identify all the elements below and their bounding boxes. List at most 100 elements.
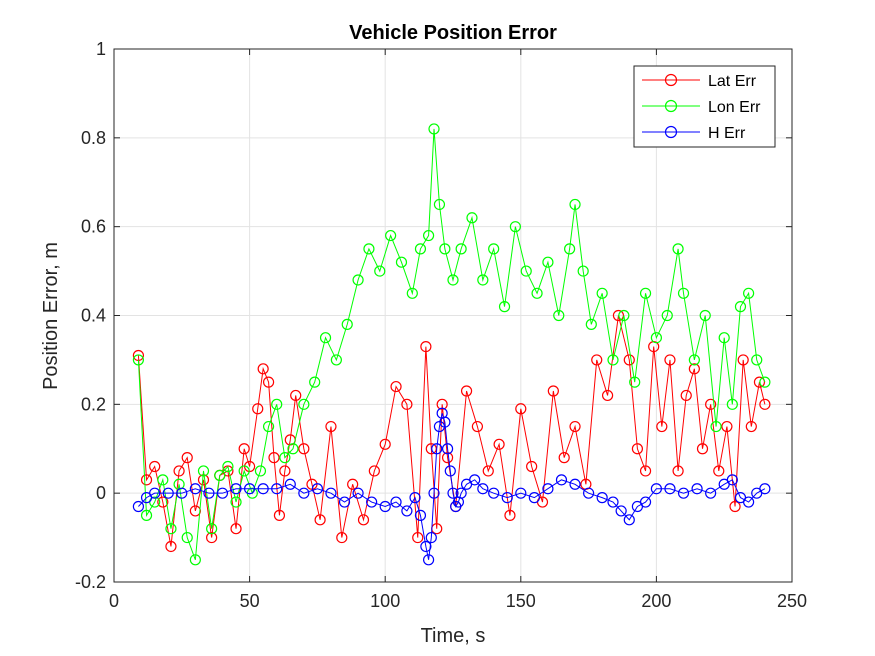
data-point — [244, 483, 256, 495]
data-point — [672, 465, 684, 477]
data-point — [203, 487, 215, 499]
data-point — [319, 332, 332, 344]
data-point — [656, 420, 668, 433]
data-point — [366, 496, 378, 508]
x-tick-label: 50 — [240, 591, 260, 611]
legend-marker — [664, 99, 678, 113]
data-point — [591, 354, 603, 366]
data-point — [726, 398, 738, 410]
data-point — [374, 265, 386, 277]
data-point — [428, 487, 440, 499]
data-point — [639, 287, 652, 299]
data-point — [414, 509, 427, 521]
data-point — [439, 416, 451, 428]
series-line — [137, 128, 766, 560]
data-point — [230, 523, 242, 535]
data-point — [564, 243, 576, 255]
data-point — [601, 389, 614, 402]
data-point — [688, 363, 700, 375]
y-axis-label: Position Error, m — [40, 242, 62, 390]
data-point — [157, 496, 169, 508]
data-point — [661, 309, 673, 322]
data-point — [357, 514, 370, 526]
data-point — [257, 363, 269, 375]
data-point — [140, 509, 153, 521]
data-point — [222, 460, 234, 473]
data-point — [547, 385, 559, 397]
x-tick-label: 0 — [109, 591, 119, 611]
data-point — [262, 376, 275, 388]
data-point — [401, 398, 413, 410]
data-point — [488, 243, 500, 255]
series-line — [138, 413, 766, 560]
data-point — [737, 354, 749, 366]
data-point — [347, 478, 359, 490]
data-point — [140, 474, 153, 486]
data-point — [528, 492, 540, 504]
data-point — [206, 531, 218, 544]
data-point — [149, 487, 161, 499]
data-point — [214, 469, 226, 481]
data-point — [718, 332, 730, 344]
data-point — [542, 256, 554, 268]
data-point — [743, 496, 755, 508]
data-point — [368, 465, 380, 477]
data-point — [311, 483, 323, 495]
data-point — [672, 243, 684, 255]
y-tick-label: 0.4 — [81, 306, 106, 326]
data-point — [279, 465, 291, 477]
series-h-err — [132, 407, 771, 566]
data-point — [677, 287, 690, 299]
data-point — [501, 492, 513, 504]
data-point — [477, 483, 489, 495]
data-point — [680, 389, 692, 402]
data-point — [252, 403, 264, 415]
data-point — [420, 340, 432, 353]
y-tick-label: 0.2 — [81, 394, 106, 414]
data-point — [569, 478, 581, 490]
data-point — [526, 460, 538, 473]
legend-marker — [664, 125, 678, 139]
data-point — [713, 465, 725, 477]
data-point — [743, 287, 755, 299]
data-point — [176, 487, 188, 499]
data-point — [273, 509, 286, 521]
data-point — [271, 398, 283, 410]
data-point — [734, 301, 747, 313]
data-point — [650, 483, 663, 495]
data-point — [498, 301, 511, 313]
y-tick-label: 0.8 — [81, 128, 106, 148]
data-point — [650, 332, 663, 344]
data-point — [577, 265, 589, 277]
data-point — [569, 420, 581, 433]
data-point — [759, 398, 771, 410]
data-point — [401, 505, 413, 517]
data-point — [482, 465, 494, 477]
data-point — [471, 420, 484, 433]
data-point — [409, 492, 421, 504]
data-point — [197, 465, 210, 477]
data-point — [379, 438, 391, 450]
data-point — [189, 554, 201, 566]
data-point — [165, 540, 177, 553]
data-point — [230, 496, 242, 508]
data-point — [520, 265, 532, 277]
data-point — [189, 483, 201, 495]
data-point — [149, 460, 161, 473]
data-point — [238, 443, 250, 455]
data-point — [607, 496, 619, 508]
data-point — [710, 420, 722, 433]
data-point — [425, 531, 437, 544]
data-point — [181, 452, 193, 464]
data-point — [515, 487, 527, 499]
data-point — [447, 487, 459, 499]
data-point — [607, 354, 619, 366]
data-point — [444, 465, 456, 477]
data-point — [325, 487, 337, 499]
data-point — [596, 287, 608, 299]
data-point — [287, 443, 299, 455]
data-point — [582, 487, 595, 499]
y-tick-label: 0.6 — [81, 217, 106, 237]
data-point — [751, 354, 763, 366]
data-point — [379, 500, 391, 513]
